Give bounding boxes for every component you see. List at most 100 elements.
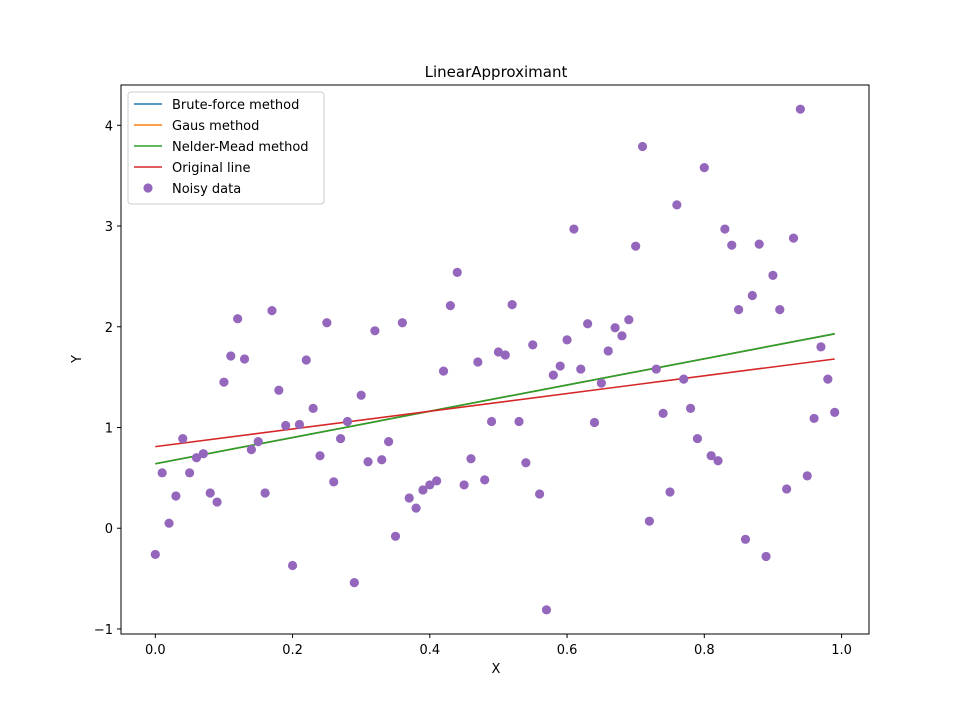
y-tick-label: 0 [105,522,113,537]
data-point [692,433,703,444]
data-point [157,468,167,478]
data-point [164,518,174,528]
data-point [603,346,613,356]
data-point [452,267,462,277]
y-axis: −1 0 1 2 3 4 [94,119,121,638]
data-point [775,305,785,315]
data-point [761,551,771,562]
data-point [500,350,510,360]
data-point [178,433,188,444]
data-point [233,314,243,324]
data-point [267,306,277,316]
data-point [624,315,634,325]
data-point [802,471,812,481]
data-point [459,480,469,490]
legend-box [127,91,325,205]
data-point [816,342,826,352]
data-point [672,200,682,210]
data-point [493,347,504,357]
x-tick-label: 1.0 [831,643,852,658]
data-point [226,351,236,361]
data-point [308,403,318,413]
data-point [356,390,366,400]
y-tick-label: −1 [94,623,113,638]
data-point [665,487,675,497]
data-point [576,364,586,374]
x-tick-label: 0.6 [557,643,578,658]
data-point [644,516,655,526]
legend-swatch-marker [143,183,153,193]
data-point [418,485,428,495]
data-point [294,419,305,430]
data-point [171,491,181,501]
data-point [466,454,476,464]
legend-label: Gaus method [172,119,259,134]
data-point [720,224,730,234]
data-point [637,141,648,152]
data-point [473,357,483,367]
data-point [740,534,751,544]
y-tick-label: 3 [105,220,113,235]
data-point [377,455,387,465]
data-point [555,361,565,371]
data-point [390,531,401,541]
data-point [514,416,524,427]
data-point [315,451,325,461]
data-point [480,475,490,485]
data-point [535,489,545,499]
data-point [486,416,497,427]
data-point [727,240,737,250]
legend-label: Nelder-Mead method [172,140,309,155]
data-point [287,560,298,571]
data-point [823,374,833,384]
data-point [795,104,805,114]
data-point [185,468,195,478]
data-point [782,484,792,494]
y-tick-label: 1 [105,421,113,436]
data-point [610,323,620,333]
y-tick-label: 2 [105,321,113,336]
x-tick-label: 0.8 [694,643,715,658]
data-point [342,416,353,427]
data-point [754,239,764,249]
data-point [411,503,421,513]
data-point [528,340,538,350]
data-point [363,457,373,467]
y-tick-label: 4 [105,119,113,134]
data-point [335,433,346,444]
legend: Brute-force method Gaus method Nelder-Mead… [127,91,325,205]
data-point [301,355,311,365]
data-point [768,270,778,280]
chart-title: LinearApproximant [425,63,568,81]
data-point [562,335,572,345]
data-point [507,300,517,310]
data-point [830,407,840,417]
data-point [384,436,394,447]
data-point [239,354,250,364]
data-point [432,476,442,486]
data-point [548,370,558,380]
data-point [617,331,627,341]
data-point [713,456,723,466]
data-point [747,290,757,301]
data-point [521,458,531,468]
data-point [191,453,202,463]
data-point [445,301,455,311]
x-tick-label: 0.2 [282,643,303,658]
data-point [734,305,744,315]
data-point [281,420,291,431]
x-axis-label: X [492,662,501,677]
data-point [699,163,709,173]
data-point [589,417,600,428]
data-point [438,366,449,376]
data-point [219,377,229,387]
data-point [706,451,716,461]
data-point [150,549,160,560]
data-point [212,497,222,507]
data-point [253,436,263,447]
data-point [349,578,359,588]
data-point [370,326,380,336]
y-axis-label: Y [70,355,85,364]
data-point [679,374,689,384]
